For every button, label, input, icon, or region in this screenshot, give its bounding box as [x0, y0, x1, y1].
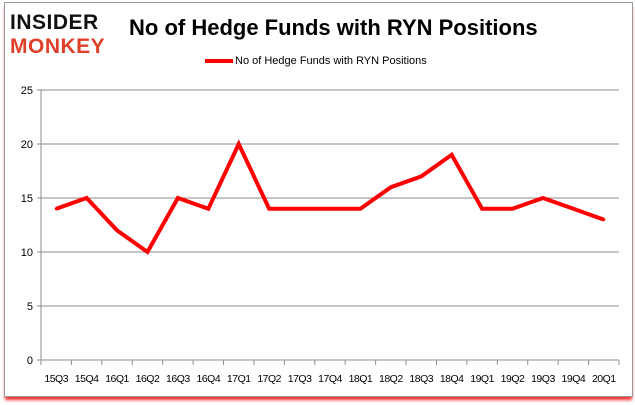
y-tick-label: 15 — [21, 193, 33, 205]
insider-monkey-logo: INSIDER MONKEY — [10, 11, 105, 55]
data-point — [602, 218, 606, 222]
x-tick-label: 19Q1 — [470, 373, 494, 385]
y-tick-label: 20 — [21, 139, 33, 151]
x-tick-label: 16Q2 — [136, 373, 160, 385]
data-point — [450, 153, 454, 157]
legend-label: No of Hedge Funds with RYN Positions — [235, 55, 427, 67]
data-point — [358, 207, 362, 211]
logo-line2: MONKEY — [10, 35, 105, 55]
x-tick-label: 20Q1 — [592, 373, 616, 385]
data-point — [480, 207, 484, 211]
data-point — [176, 196, 180, 200]
x-tick-label: 19Q3 — [531, 373, 555, 385]
data-point — [206, 207, 210, 211]
data-point — [328, 207, 332, 211]
y-tick-label: 0 — [27, 355, 33, 367]
data-point — [85, 196, 89, 200]
data-point — [541, 196, 545, 200]
data-point — [115, 228, 119, 232]
chart-title: No of Hedge Funds with RYN Positions — [129, 15, 538, 40]
x-tick-label: 15Q3 — [44, 373, 68, 385]
x-tick-label: 19Q2 — [501, 373, 525, 385]
y-tick-label: 5 — [27, 301, 33, 313]
chart-frame: INSIDER MONKEY No of Hedge Funds with RY… — [4, 2, 633, 397]
x-tick-label: 18Q1 — [349, 373, 373, 385]
x-tick-label: 17Q1 — [227, 373, 251, 385]
x-tick-label: 18Q2 — [379, 373, 403, 385]
x-tick-label: 17Q2 — [257, 373, 281, 385]
data-point — [389, 185, 393, 189]
data-point — [145, 250, 149, 254]
data-point — [237, 142, 241, 146]
x-tick-label: 16Q3 — [166, 373, 190, 385]
logo-line1: INSIDER — [10, 11, 99, 34]
data-point — [571, 207, 575, 211]
plot-area: 0 5 10 15 20 25 15Q3 15Q4 16Q1 16Q2 16Q3 16Q4 17Q1 17… — [21, 85, 620, 385]
x-tick-label: 15Q4 — [75, 373, 99, 385]
data-point — [54, 207, 58, 211]
data-point — [298, 207, 302, 211]
x-tick-label: 18Q3 — [409, 373, 433, 385]
y-tick-label: 25 — [21, 85, 33, 97]
x-tick-label: 17Q4 — [318, 373, 342, 385]
x-tick-label: 16Q1 — [105, 373, 129, 385]
x-tick-label: 16Q4 — [196, 373, 220, 385]
data-point — [511, 207, 515, 211]
legend: No of Hedge Funds with RYN Positions — [205, 55, 427, 67]
y-tick-label: 10 — [21, 247, 33, 259]
x-tick-label: 17Q3 — [288, 373, 312, 385]
legend-swatch — [205, 59, 233, 63]
data-point — [267, 207, 271, 211]
data-point — [419, 174, 423, 178]
x-tick-label: 18Q4 — [440, 373, 464, 385]
x-tick-label: 19Q4 — [562, 373, 586, 385]
